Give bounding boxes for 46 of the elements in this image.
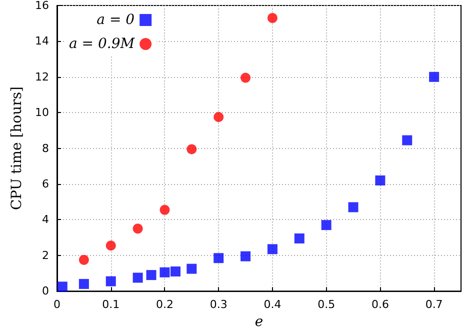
- point: [78, 254, 89, 265]
- y-tick-label: 0: [42, 284, 49, 298]
- point: [106, 240, 116, 251]
- x-tick-label: 0.3: [210, 298, 228, 312]
- point: [132, 224, 143, 234]
- point: [240, 72, 251, 83]
- point: [186, 144, 197, 154]
- point: [57, 282, 68, 292]
- point: [186, 264, 197, 274]
- x-tick-label: 0.7: [425, 298, 443, 312]
- y-tick-label: 12: [35, 70, 49, 84]
- y-tick-label: 14: [35, 34, 49, 48]
- point: [429, 72, 440, 82]
- point: [375, 175, 386, 186]
- point: [321, 220, 332, 230]
- x-tick-label: 0: [54, 298, 60, 312]
- point: [267, 12, 278, 23]
- point: [402, 135, 412, 146]
- y-tick-label: 16: [35, 0, 49, 12]
- y-tick-label: 6: [42, 178, 49, 190]
- point: [160, 267, 170, 278]
- y-tick-label: 8: [42, 142, 49, 155]
- point: [240, 251, 251, 262]
- y-tick-label: 2: [42, 248, 49, 262]
- x-tick-label: 0.5: [318, 298, 336, 312]
- point: [132, 272, 143, 283]
- y-axis-title: CPU time [hours]: [9, 86, 26, 210]
- legend-label: a = 0: [96, 12, 135, 28]
- point: [214, 112, 224, 122]
- x-tick-label: 0.4: [264, 298, 282, 312]
- x-tick-label: 0.1: [102, 298, 120, 312]
- point: [78, 278, 89, 289]
- point: [170, 266, 181, 276]
- point: [294, 233, 304, 244]
- legend-label: a = 0.9M: [69, 36, 136, 52]
- x-tick-label: 0.2: [156, 298, 174, 312]
- x-axis-title: e: [254, 314, 264, 330]
- point: [160, 204, 170, 215]
- y-tick-label: 10: [35, 106, 49, 120]
- point: [214, 253, 224, 264]
- point: [348, 202, 358, 212]
- y-tick-label: 4: [42, 213, 49, 226]
- point: [146, 270, 156, 280]
- x-tick-label: 0.6: [371, 298, 389, 312]
- point: [267, 244, 278, 254]
- point: [106, 276, 116, 286]
